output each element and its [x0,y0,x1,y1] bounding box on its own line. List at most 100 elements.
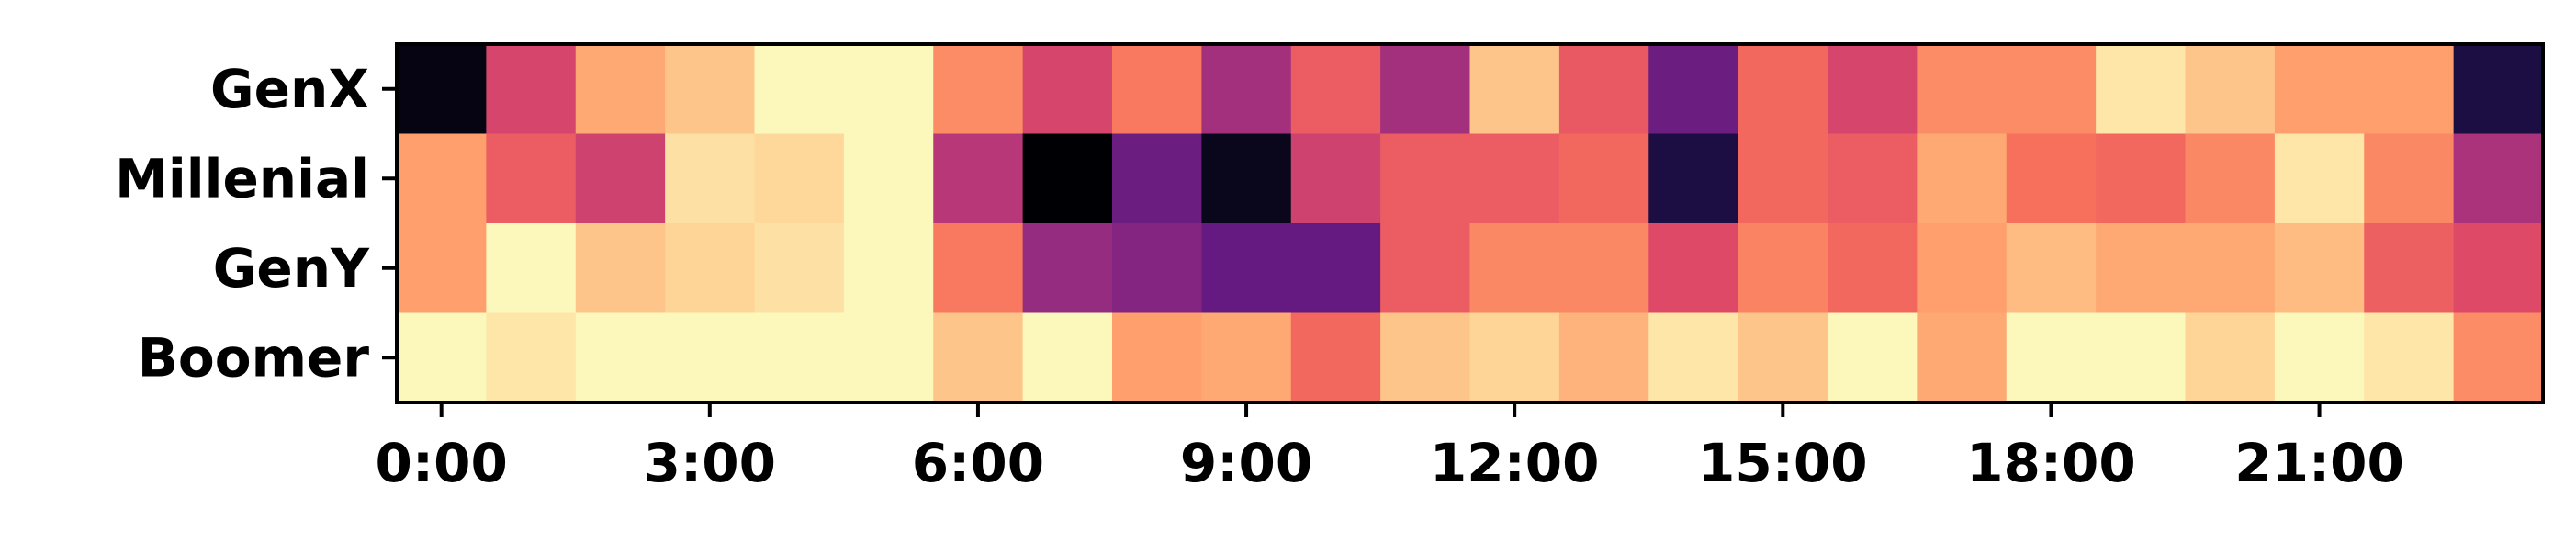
heatmap-cell [1917,312,2008,403]
heatmap-cell [933,44,1024,135]
heatmap-cell [1648,223,1739,314]
heatmap-cell [933,223,1024,314]
x-tick-label: 18:00 [1966,432,2136,494]
heatmap-cell [486,223,577,314]
heatmap-cell [1022,44,1113,135]
heatmap-cell [1917,44,2008,135]
heatmap-cell [1022,223,1113,314]
heatmap-cell [2185,312,2276,403]
heatmap-cell [2453,223,2544,314]
heatmap-cell [1828,312,1918,403]
heatmap-cell [2185,44,2276,135]
heatmap-cell [2453,312,2544,403]
heatmap-cell [1290,312,1381,403]
y-tick-label: Millenial [115,147,369,209]
heatmap-cell [933,312,1024,403]
heatmap-cell [1558,223,1649,314]
heatmap-cell [2364,312,2455,403]
heatmap-cell [665,312,756,403]
heatmap-cell [1828,223,1918,314]
x-tick-label: 12:00 [1430,432,1600,494]
heatmap-cell [1201,133,1292,224]
x-tick-label: 3:00 [644,432,776,494]
heatmap-cell [2453,44,2544,135]
heatmap-cell [1290,133,1381,224]
heatmap-cell [2006,133,2097,224]
heatmap-cell [754,44,845,135]
heatmap-cell [843,133,934,224]
heatmap-cell [2006,223,2097,314]
heatmap-cell [1469,133,1560,224]
heatmap-cell [397,312,487,403]
heatmap-cell [1201,44,1292,135]
y-axis: GenX Millenial GenY Boomer [115,58,397,389]
heatmap-cell [1738,133,1828,224]
heatmap-cell [1828,133,1918,224]
heatmap-cell [1738,44,1828,135]
heatmap-cell [575,44,666,135]
heatmap-cell [1112,44,1202,135]
heatmap-cell [665,44,756,135]
y-tick-label: Boomer [138,326,370,389]
heatmap-cell [1201,312,1292,403]
heatmap-cell [1558,133,1649,224]
heatmap-cell [754,133,845,224]
heatmap-cell [1558,44,1649,135]
y-tick-label: GenY [213,237,370,300]
heatmap-cell [1290,223,1381,314]
heatmap-cell [397,133,487,224]
heatmap-cell [2364,133,2455,224]
heatmap-cell [2096,312,2187,403]
heatmap-cell [1828,44,1918,135]
heatmap-cell [1290,44,1381,135]
heatmap-cell [1917,133,2008,224]
heatmap-cell [1380,312,1471,403]
x-tick-label: 21:00 [2234,432,2404,494]
heatmap-cell [397,44,487,135]
heatmap-cell [2006,312,2097,403]
heatmap-cell [1648,44,1739,135]
heatmap-cell [1469,223,1560,314]
heatmap-cell [1469,312,1560,403]
heatmap-cell [754,312,845,403]
heatmap-cell [1380,133,1471,224]
heatmap-cell [2364,44,2455,135]
heatmap-cell [2274,133,2365,224]
heatmap-cell [1648,133,1739,224]
heatmap-cell [486,133,577,224]
heatmap-cell [1558,312,1649,403]
heatmap-cell [2096,223,2187,314]
heatmap-cell [1112,312,1202,403]
heatmap-cell [486,312,577,403]
heatmap-cell [1201,223,1292,314]
x-axis: 0:00 3:00 6:00 9:00 12:00 15:00 18:00 21:00 [376,402,2404,494]
heatmap-cell [843,223,934,314]
x-tick-label: 15:00 [1698,432,1868,494]
plot-frame [395,42,2545,404]
heatmap-cells [397,44,2544,403]
heatmap-cell [843,312,934,403]
heatmap-cell [2185,133,2276,224]
heatmap-cell [2364,223,2455,314]
heatmap-cell [1022,133,1113,224]
heatmap-cell [2274,223,2365,314]
x-tick-label: 9:00 [1180,432,1312,494]
heatmap-cell [2096,133,2187,224]
heatmap-cell [1022,312,1113,403]
x-tick-label: 0:00 [376,432,508,494]
heatmap-cell [397,223,487,314]
y-tick-label: GenX [210,58,369,120]
heatmap-cell [2006,44,2097,135]
heatmap-cell [1469,44,1560,135]
heatmap-cell [1917,223,2008,314]
heatmap-cell [1738,312,1828,403]
heatmap-cell [575,312,666,403]
heatmap-cell [1380,44,1471,135]
heatmap-cell [575,223,666,314]
heatmap-cell [665,133,756,224]
heatmap-cell [2453,133,2544,224]
heatmap-cell [665,223,756,314]
heatmap-cell [2185,223,2276,314]
heatmap-cell [486,44,577,135]
